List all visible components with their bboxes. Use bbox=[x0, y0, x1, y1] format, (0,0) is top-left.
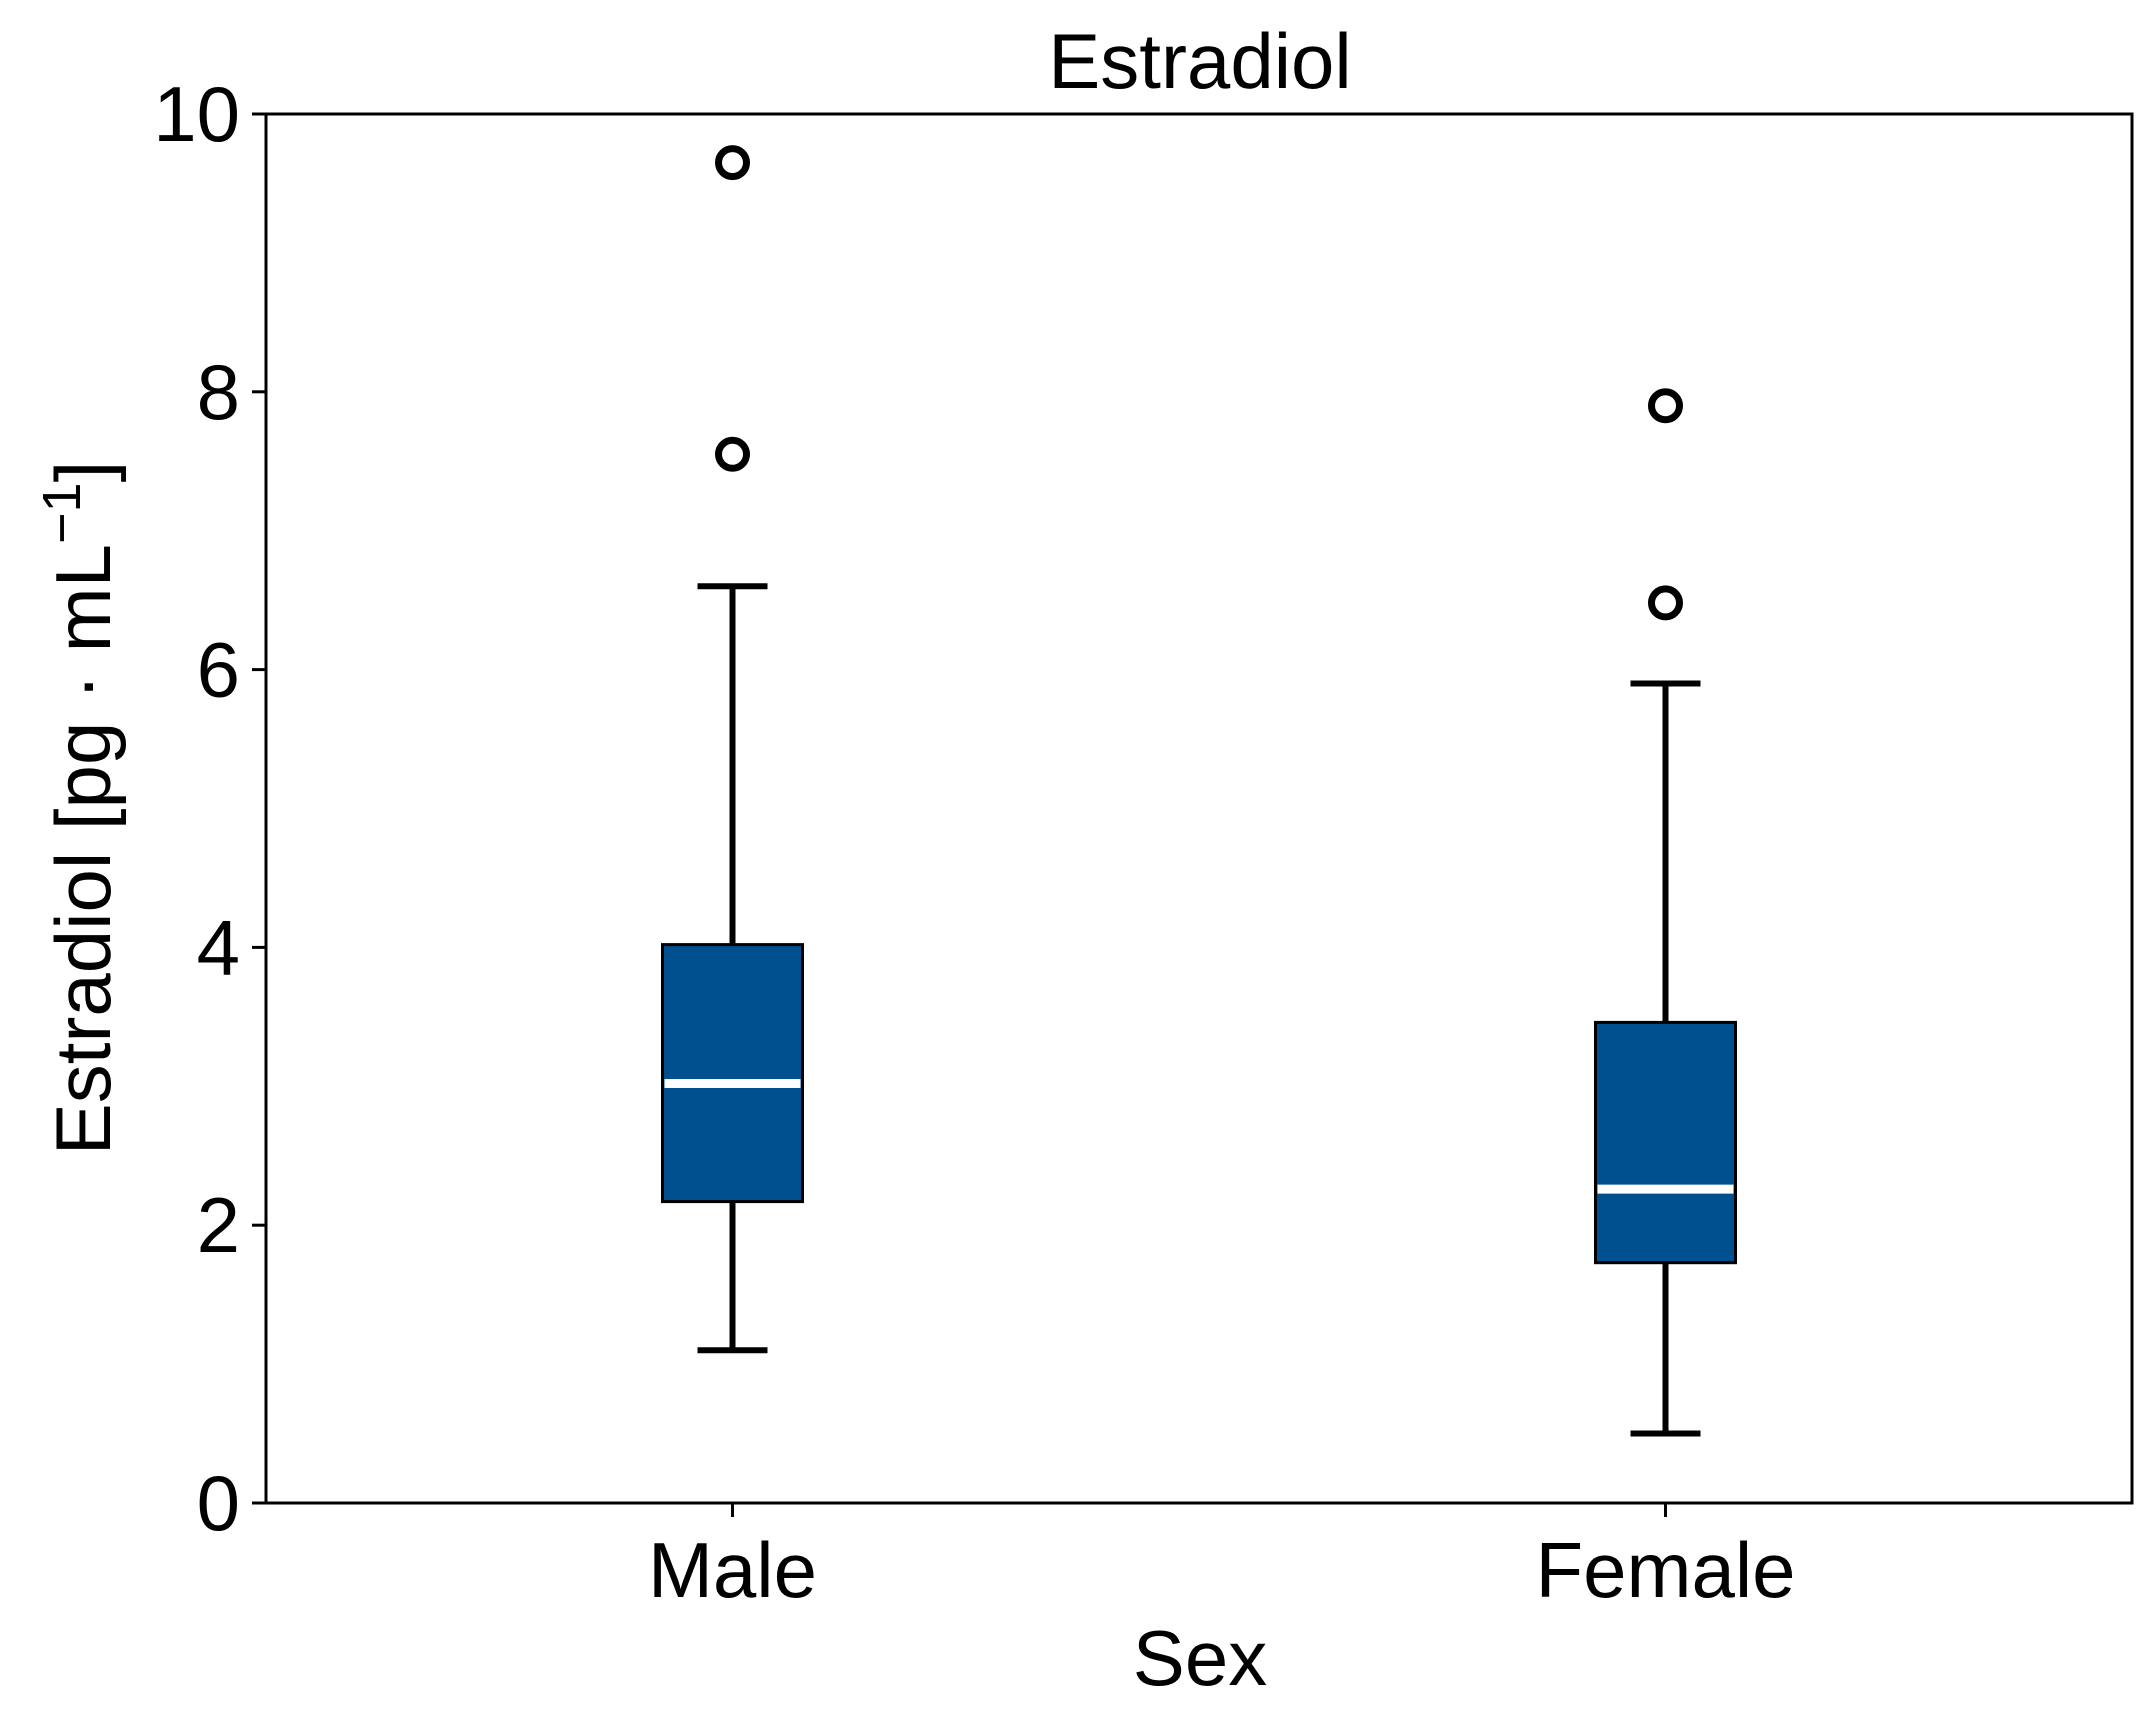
y-axis-title-close: ] bbox=[39, 461, 127, 483]
iqr-box bbox=[661, 943, 804, 1204]
outlier-point bbox=[715, 145, 750, 181]
y-axis-title-superscript: −1 bbox=[32, 482, 92, 544]
box-series bbox=[661, 145, 1737, 1437]
chart-title: Estradiol bbox=[1048, 17, 1351, 105]
iqr-box bbox=[1594, 1020, 1737, 1265]
box-female bbox=[1594, 388, 1737, 1437]
outlier-point bbox=[1648, 585, 1683, 621]
outlier-point bbox=[715, 436, 750, 472]
y-axis-title: Estradiol [pg · mL−1] bbox=[32, 461, 127, 1156]
x-axis: Male Female bbox=[648, 1503, 1796, 1614]
box-male bbox=[661, 145, 804, 1354]
plot-area-frame bbox=[264, 112, 2134, 1505]
y-tick-label: 8 bbox=[197, 348, 240, 436]
y-axis-title-main: Estradiol [pg · mL bbox=[39, 544, 127, 1155]
y-tick-label: 6 bbox=[197, 626, 240, 714]
y-axis: 0 2 4 6 8 10 bbox=[153, 70, 266, 1547]
x-axis-title: Sex bbox=[1133, 1614, 1267, 1702]
y-tick-label: 0 bbox=[197, 1459, 240, 1547]
y-tick-label: 10 bbox=[153, 70, 240, 158]
x-tick-label: Male bbox=[648, 1526, 817, 1614]
outlier-point bbox=[1648, 388, 1683, 424]
x-tick-label: Female bbox=[1535, 1526, 1795, 1614]
y-tick-label: 4 bbox=[197, 903, 240, 991]
y-tick-label: 2 bbox=[197, 1181, 240, 1269]
